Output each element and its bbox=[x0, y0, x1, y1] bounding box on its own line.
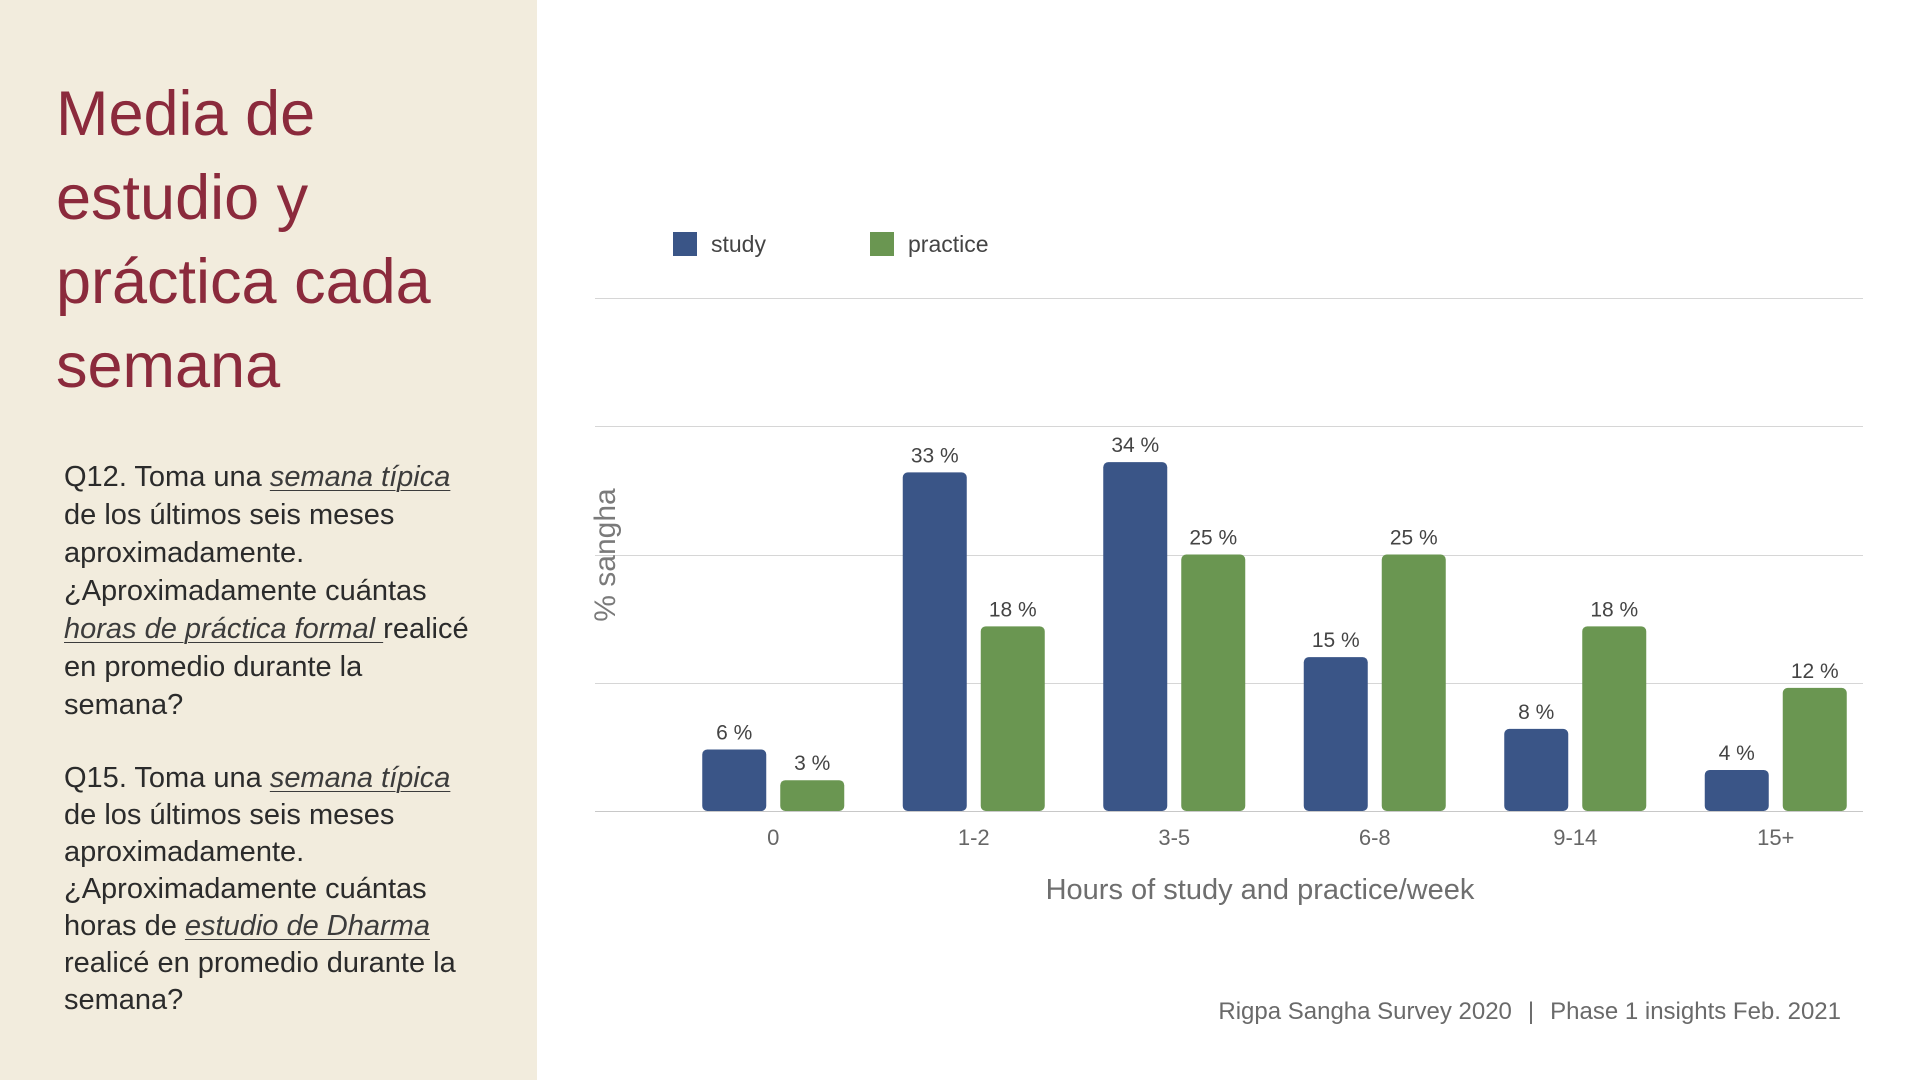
practice-data-label: 18 % bbox=[989, 598, 1037, 621]
x-tick-label: 3-5 bbox=[1158, 825, 1190, 850]
q12-text-1: Q12. Toma una bbox=[64, 461, 270, 493]
q12-emphasis-1: semana típica bbox=[269, 461, 451, 493]
practice-bar bbox=[780, 780, 845, 811]
page-title: Media de estudio y práctica cada semana bbox=[56, 79, 431, 401]
chart-area: study practice 6 % 3 % 33 % 18 % 34 % 25 % 15 %… bbox=[537, 0, 1920, 1080]
study-data-label: 15 % bbox=[1312, 629, 1360, 652]
q15-text-3: realicé en promedio durante la semana? bbox=[64, 947, 456, 1016]
practice-data-label: 18 % bbox=[1590, 598, 1638, 621]
x-tick-label: 9-14 bbox=[1553, 825, 1597, 850]
data-labels: 6 % 3 % 33 % 18 % 34 % 25 % 15 % 25 % 8 % 18 % 4 %… bbox=[716, 434, 1839, 775]
study-bar bbox=[902, 472, 967, 811]
x-tick-label: 6-8 bbox=[1359, 825, 1391, 850]
practice-data-label: 25 % bbox=[1189, 527, 1237, 550]
q15-emphasis-2: estudio de Dharma bbox=[184, 910, 430, 942]
practice-data-label: 3 % bbox=[794, 752, 830, 775]
y-axis-label: % sangha bbox=[589, 488, 622, 622]
study-bar bbox=[1504, 728, 1569, 811]
x-tick-label: 15+ bbox=[1757, 825, 1794, 850]
practice-bar bbox=[980, 626, 1045, 811]
study-legend-label: study bbox=[711, 231, 766, 257]
footer-survey: Rigpa Sangha Survey 2020 bbox=[1218, 998, 1512, 1025]
bar-chart: study practice 6 % 3 % 33 % 18 % 34 % 25 % 15 %… bbox=[589, 231, 1863, 906]
x-tick-label: 0 bbox=[767, 825, 779, 850]
q15-text-2: de los últimos seis meses aproximadament… bbox=[64, 799, 427, 942]
q12-text-2: de los últimos seis meses aproximadament… bbox=[64, 499, 427, 607]
footer-separator: | bbox=[1527, 998, 1535, 1025]
practice-data-label: 12 % bbox=[1791, 660, 1839, 683]
q12-emphasis-2: horas de práctica formal bbox=[64, 613, 384, 645]
legend: study practice bbox=[673, 231, 989, 257]
study-data-label: 33 % bbox=[911, 444, 959, 467]
practice-legend-swatch bbox=[870, 232, 894, 256]
practice-legend-label: practice bbox=[908, 231, 989, 257]
q12-text-3: realicé en promedio durante la semana? bbox=[64, 613, 469, 721]
study-data-label: 34 % bbox=[1111, 434, 1159, 457]
bars bbox=[702, 462, 1847, 811]
footer: Rigpa Sangha Survey 2020 | Phase 1 insight… bbox=[1218, 998, 1841, 1026]
study-legend-swatch bbox=[673, 232, 697, 256]
q15-text-1: Q15. Toma una bbox=[64, 762, 270, 794]
x-axis-label: Hours of study and practice/week bbox=[1046, 874, 1475, 906]
study-data-label: 4 % bbox=[1719, 742, 1755, 765]
question-q15: Q15. Toma una semana típica de los últim… bbox=[64, 760, 484, 1019]
practice-bar bbox=[1381, 554, 1446, 811]
q15-emphasis-1: semana típica bbox=[269, 762, 451, 794]
study-bar bbox=[1704, 769, 1769, 811]
study-data-label: 6 % bbox=[716, 721, 752, 744]
study-bar bbox=[1103, 462, 1168, 811]
practice-bar bbox=[1582, 626, 1647, 811]
x-tick-label: 1-2 bbox=[958, 825, 990, 850]
study-bar bbox=[702, 749, 767, 811]
practice-bar bbox=[1181, 554, 1246, 811]
practice-bar bbox=[1782, 687, 1847, 811]
left-panel: Media de estudio y práctica cada semana … bbox=[0, 0, 537, 1080]
gridlines bbox=[595, 298, 1863, 812]
footer-phase: Phase 1 insights Feb. 2021 bbox=[1550, 998, 1841, 1025]
study-data-label: 8 % bbox=[1518, 701, 1554, 724]
study-bar bbox=[1303, 657, 1368, 811]
x-tick-labels: 0 1-2 3-5 6-8 9-14 15+ bbox=[767, 825, 1794, 850]
practice-data-label: 25 % bbox=[1390, 527, 1438, 550]
question-q12: Q12. Toma una semana típica de los últim… bbox=[64, 458, 484, 724]
